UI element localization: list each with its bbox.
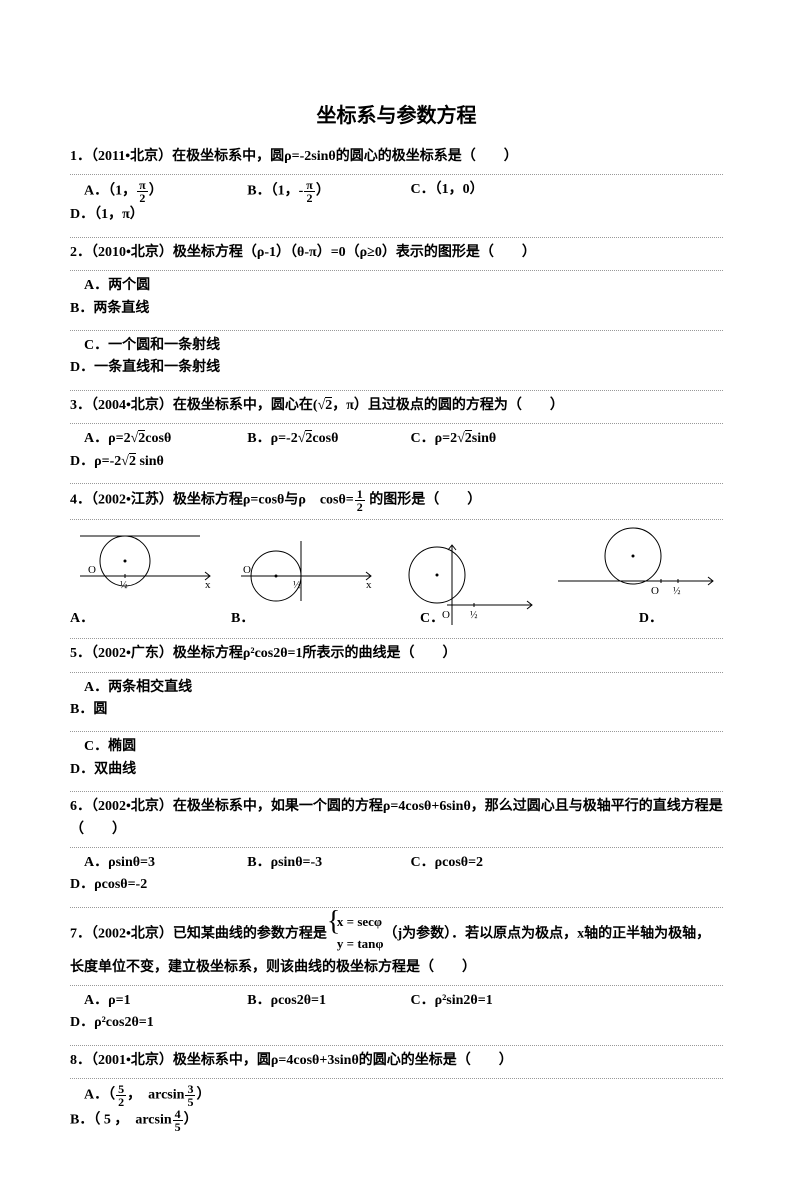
q6-stem: 6．（2002•北京）在极坐标系中，如果一个圆的方程ρ=4cosθ+6sinθ，…: [70, 796, 723, 841]
q7-opt-a[interactable]: A．ρ=1: [70, 990, 247, 1012]
divider: [70, 791, 723, 792]
q4-fig-b[interactable]: O x ½ B．: [231, 526, 381, 630]
diagram-icon: O x ½: [70, 526, 220, 606]
q5-options-2: C．椭圆 D．双曲线: [70, 736, 723, 781]
divider: [70, 731, 723, 732]
q2-opt-a[interactable]: A．两个圆: [70, 275, 411, 297]
divider: [70, 483, 723, 484]
q8-opt-b[interactable]: B．（ 5 ， arcsin45）: [70, 1108, 397, 1133]
diagram-icon: O ½: [392, 535, 542, 630]
divider: [70, 672, 723, 673]
svg-text:x: x: [366, 579, 372, 591]
page-title: 坐标系与参数方程: [70, 100, 723, 132]
q4-opt-a-label: A．: [70, 608, 94, 630]
q4-fig-a[interactable]: O x ½ A．: [70, 526, 220, 630]
q1-opt-c[interactable]: C．（1，0）: [411, 179, 574, 204]
q6-opt-d[interactable]: D．ρcosθ=-2: [70, 874, 233, 896]
svg-text:½: ½: [673, 586, 681, 597]
svg-text:O: O: [651, 585, 659, 597]
svg-text:O: O: [243, 564, 251, 576]
q7-options: A．ρ=1 B．ρcos2θ=1 C．ρ²sin2θ=1 D．ρ²cos2θ=1: [70, 990, 723, 1035]
q8-stem: 8．（2001•北京）极坐标系中，圆ρ=4cosθ+3sinθ的圆心的坐标是（ …: [70, 1050, 723, 1072]
q5-opt-c[interactable]: C．椭圆: [70, 736, 411, 758]
diagram-icon: O x ½: [231, 526, 381, 606]
q1-opt-d[interactable]: D．（1，π）: [70, 204, 233, 226]
svg-text:x: x: [205, 579, 211, 591]
divider: [70, 390, 723, 391]
svg-text:½: ½: [293, 580, 301, 591]
q1-stem: 1．（2011•北京）在极坐标系中，圆ρ=-2sinθ的圆心的极坐标系是（ ）: [70, 146, 723, 168]
q1-opt-b[interactable]: B．（1，-π2）: [247, 179, 410, 204]
divider: [70, 237, 723, 238]
divider: [70, 907, 723, 908]
q2-opt-c[interactable]: C．一个圆和一条射线: [70, 335, 411, 357]
divider: [70, 174, 723, 175]
q4-stem: 4．（2002•江苏）极坐标方程ρ=cosθ与ρ cosθ=12 的图形是（ ）: [70, 488, 723, 513]
q8-opt-a[interactable]: A．（52， arcsin35）: [70, 1083, 411, 1108]
divider: [70, 423, 723, 424]
divider: [70, 1045, 723, 1046]
svg-text:½: ½: [470, 610, 478, 621]
q2-opt-b[interactable]: B．两条直线: [70, 298, 397, 320]
q3-opt-d[interactable]: D．ρ=-2√2 sinθ: [70, 451, 233, 473]
q4-figures: C． O x ½ A． O x: [70, 526, 723, 630]
q6-opt-a[interactable]: A．ρsinθ=3: [70, 852, 247, 874]
q5-opt-a[interactable]: A．两条相交直线: [70, 677, 411, 699]
divider: [70, 330, 723, 331]
q4-opt-b-label: B．: [231, 608, 254, 630]
q4-opt-c-label-top: C．: [420, 608, 444, 630]
q5-options-1: A．两条相交直线 B．圆: [70, 677, 723, 722]
divider: [70, 519, 723, 520]
q6-options: A．ρsinθ=3 B．ρsinθ=-3 C．ρcosθ=2 D．ρcosθ=-…: [70, 852, 723, 897]
q7-opt-c[interactable]: C．ρ²sin2θ=1: [411, 990, 574, 1012]
q3-opt-a[interactable]: A．ρ=2√2cosθ: [70, 428, 247, 450]
q5-stem: 5．（2002•广东）极坐标方程ρ²cos2θ=1所表示的曲线是（ ）: [70, 643, 723, 665]
divider: [70, 270, 723, 271]
svg-text:O: O: [88, 564, 96, 576]
divider: [70, 638, 723, 639]
q4-opt-d-label: D．: [639, 608, 663, 630]
diagram-icon: O ½: [553, 526, 723, 606]
divider: [70, 847, 723, 848]
q5-opt-b[interactable]: B．圆: [70, 699, 397, 721]
q7-opt-d[interactable]: D．ρ²cos2θ=1: [70, 1012, 233, 1034]
q1-opt-a[interactable]: A．（1，π2）: [70, 179, 247, 204]
q3-opt-c[interactable]: C．ρ=2√2sinθ: [411, 428, 574, 450]
divider: [70, 1078, 723, 1079]
q2-options-1: A．两个圆 B．两条直线: [70, 275, 723, 320]
divider: [70, 985, 723, 986]
q5-opt-d[interactable]: D．双曲线: [70, 759, 397, 781]
q4-fig-d[interactable]: O ½ D．: [553, 526, 723, 630]
q6-opt-c[interactable]: C．ρcosθ=2: [411, 852, 574, 874]
q2-stem: 2．（2010•北京）极坐标方程（ρ-1）（θ-π）=0（ρ≥0）表示的图形是（…: [70, 242, 723, 264]
q2-opt-d[interactable]: D．一条直线和一条射线: [70, 357, 397, 379]
q6-opt-b[interactable]: B．ρsinθ=-3: [247, 852, 410, 874]
q3-stem: 3．（2004•北京）在极坐标系中，圆心在(√2，π）且过极点的圆的方程为（ ）: [70, 395, 723, 417]
q7-stem: 7．（2002•北京）已知某曲线的参数方程是x = secφy = tanφ（j…: [70, 912, 723, 979]
q1-options: A．（1，π2） B．（1，-π2） C．（1，0） D．（1，π）: [70, 179, 723, 226]
q7-opt-b[interactable]: B．ρcos2θ=1: [247, 990, 410, 1012]
q3-options: A．ρ=2√2cosθ B．ρ=-2√2cosθ C．ρ=2√2sinθ D．ρ…: [70, 428, 723, 473]
q4-fig-c[interactable]: O ½: [392, 535, 542, 630]
svg-text:½: ½: [120, 580, 128, 591]
q8-options: A．（52， arcsin35） B．（ 5 ， arcsin45）: [70, 1083, 723, 1133]
q3-opt-b[interactable]: B．ρ=-2√2cosθ: [247, 428, 410, 450]
q2-options-2: C．一个圆和一条射线 D．一条直线和一条射线: [70, 335, 723, 380]
